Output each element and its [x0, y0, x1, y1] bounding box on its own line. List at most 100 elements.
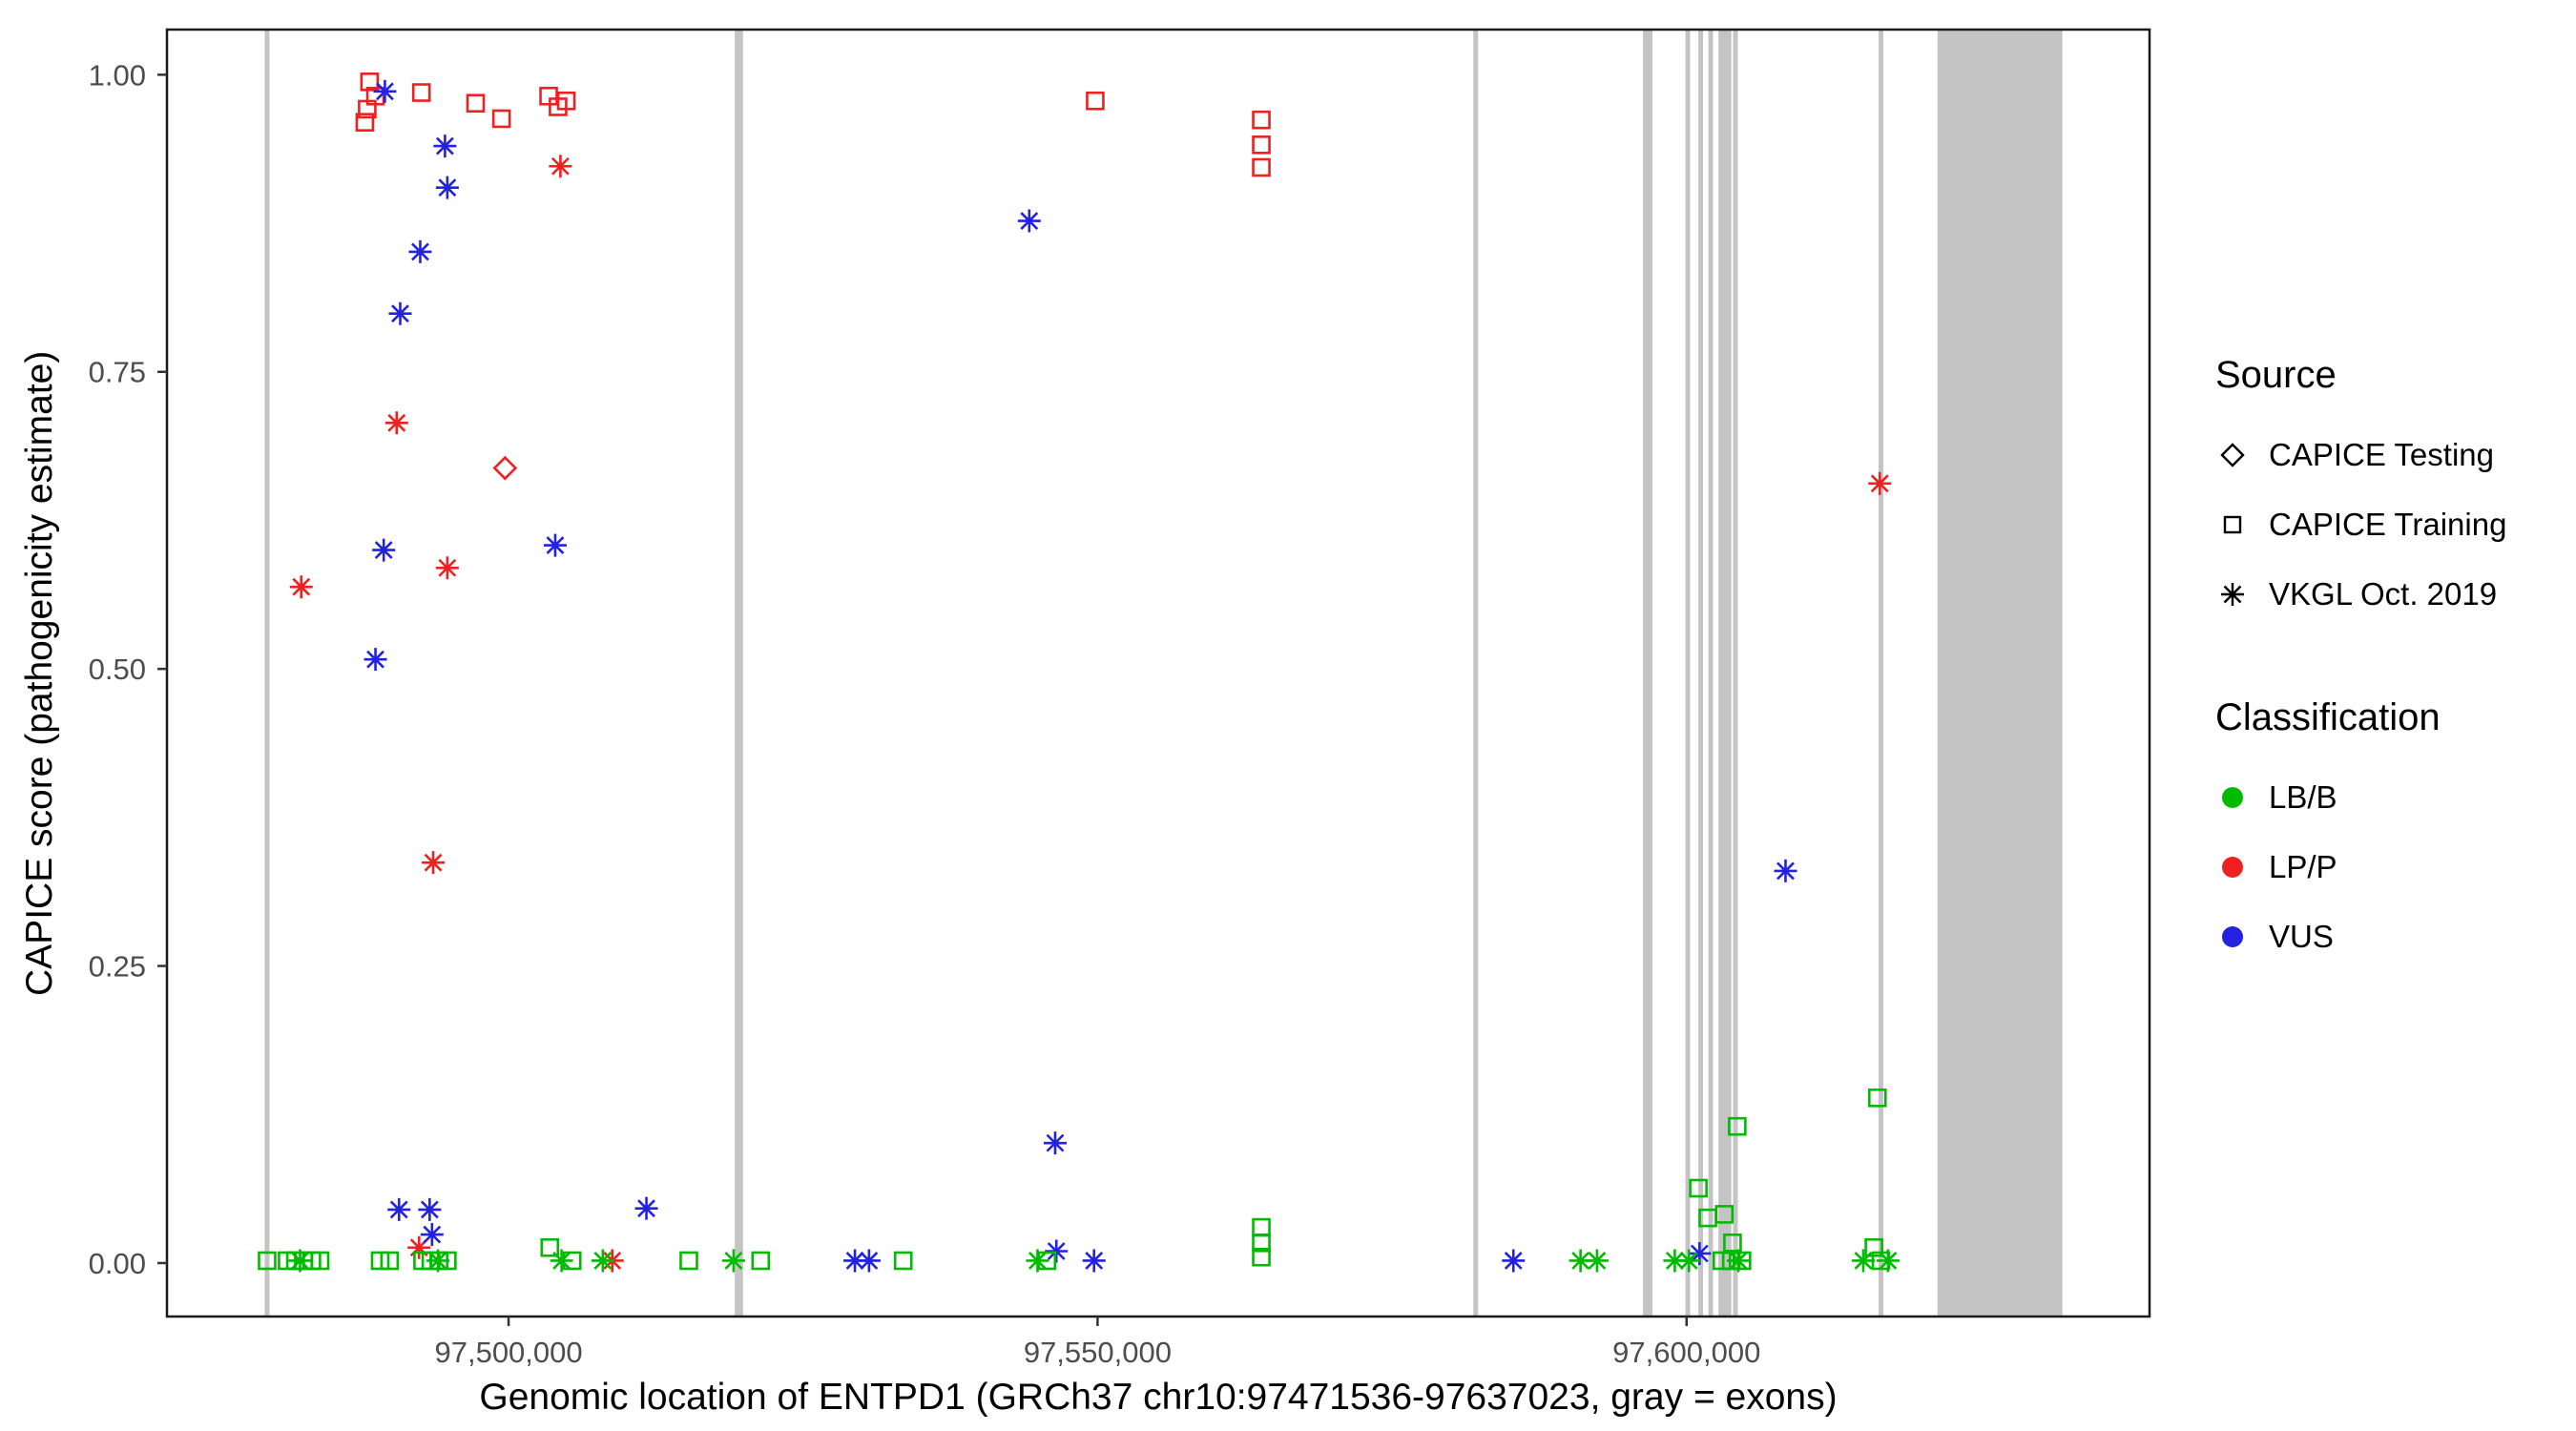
asterisk-icon [2221, 582, 2244, 606]
data-point-asterisk [435, 176, 459, 199]
exon-band [1879, 30, 1883, 1317]
data-point-asterisk [549, 155, 572, 178]
data-point-square [1252, 135, 1271, 155]
data-point-asterisk [1688, 1241, 1712, 1265]
data-point-asterisk [1017, 209, 1041, 233]
panel-border [165, 28, 2151, 1318]
data-point-square [1252, 1217, 1271, 1237]
diamond-icon [2220, 442, 2245, 467]
exon-band [1708, 30, 1714, 1317]
data-point-asterisk [407, 1235, 431, 1259]
data-point-square [556, 91, 576, 111]
data-point-square [380, 1251, 400, 1271]
data-point-asterisk [1026, 1249, 1049, 1273]
legend-label: CAPICE Training [2269, 506, 2507, 542]
exon-band [1473, 30, 1479, 1317]
y-tick-label: 0.50 [89, 653, 146, 686]
data-point-square [1689, 1178, 1708, 1198]
data-point-asterisk [387, 1197, 411, 1221]
data-point-asterisk [1876, 1249, 1900, 1273]
data-point-asterisk [1043, 1131, 1067, 1155]
data-point-asterisk [433, 135, 457, 158]
y-tick-label: 0.75 [89, 356, 146, 389]
data-point-square [893, 1251, 913, 1271]
data-point-square [540, 1237, 560, 1257]
square-icon [2223, 515, 2242, 533]
data-point-asterisk [721, 1249, 745, 1273]
data-point-square [1728, 1116, 1747, 1136]
y-tick-label: 1.00 [89, 58, 146, 92]
exon-band [735, 30, 743, 1317]
data-point-asterisk [1082, 1249, 1106, 1273]
data-point-diamond [492, 455, 518, 481]
data-point-asterisk [435, 556, 459, 580]
data-point-square [310, 1251, 330, 1271]
data-point-asterisk [420, 1223, 444, 1247]
legend-label: CAPICE Testing [2269, 436, 2494, 472]
x-tick-label: 97,500,000 [434, 1336, 582, 1369]
data-point-asterisk [418, 1197, 442, 1221]
data-point-square [751, 1251, 771, 1271]
data-point-asterisk [550, 1249, 573, 1273]
legend-label: LB/B [2269, 778, 2337, 815]
red-dot-icon [2222, 856, 2243, 878]
exon-band [264, 30, 270, 1317]
data-point-square [370, 1251, 390, 1271]
data-point-asterisk [1727, 1249, 1751, 1273]
legend-item-lbb: LB/B [2215, 762, 2506, 832]
legend-item-lpp: LP/P [2215, 832, 2506, 902]
data-point-asterisk [857, 1249, 881, 1273]
data-point-square [1252, 157, 1271, 177]
data-point-asterisk [591, 1249, 614, 1273]
data-point-square [355, 113, 375, 132]
data-point-square [1867, 1089, 1887, 1108]
data-point-asterisk [422, 851, 446, 875]
data-point-asterisk [1502, 1249, 1526, 1273]
data-point-asterisk [843, 1249, 867, 1273]
x-tick-label: 97,550,000 [1024, 1336, 1172, 1369]
legend-item-capice-testing: CAPICE Testing [2215, 420, 2506, 489]
data-point-asterisk [634, 1196, 658, 1220]
data-point-square [1086, 91, 1105, 111]
data-point-asterisk [388, 301, 412, 325]
data-point-square [1714, 1205, 1735, 1224]
data-point-square [258, 1251, 277, 1271]
data-point-square [539, 86, 558, 106]
y-tick-label: 0.00 [89, 1247, 146, 1280]
legend-item-vus: VUS [2215, 902, 2506, 971]
data-point-asterisk [1663, 1249, 1687, 1273]
data-point-asterisk [426, 1249, 449, 1273]
exon-band [1937, 30, 2063, 1317]
blue-dot-icon [2222, 925, 2243, 947]
y-tick-label: 0.25 [89, 950, 146, 984]
exon-band [1685, 30, 1691, 1317]
legend-item-capice-training: CAPICE Training [2215, 489, 2506, 559]
data-point-square [360, 73, 380, 92]
data-point-asterisk [364, 648, 387, 672]
x-tick-label: 97,600,000 [1612, 1336, 1760, 1369]
data-point-asterisk [372, 538, 396, 562]
data-point-asterisk [1568, 1249, 1592, 1273]
data-point-asterisk [1851, 1249, 1875, 1273]
data-point-asterisk [1774, 859, 1797, 882]
data-point-asterisk [543, 533, 567, 557]
legend-label: LP/P [2269, 848, 2337, 884]
data-point-asterisk [288, 1249, 312, 1273]
legend-label: VUS [2269, 918, 2334, 954]
y-axis-title: CAPICE score (pathogenicity estimate) [19, 350, 60, 996]
data-point-asterisk [1585, 1249, 1609, 1273]
legend: Source CAPICE Testing CAPICE Training VK… [2215, 353, 2506, 971]
data-point-asterisk [289, 575, 313, 599]
data-point-asterisk [373, 79, 397, 103]
legend-classification-section: Classification LB/B LP/P VUS [2215, 695, 2506, 971]
green-dot-icon [2222, 786, 2243, 808]
data-point-asterisk [408, 239, 432, 263]
data-point-square [491, 109, 511, 129]
legend-label: VKGL Oct. 2019 [2269, 575, 2498, 612]
data-point-square [1252, 110, 1271, 130]
legend-source-section: Source CAPICE Testing CAPICE Training VK… [2215, 353, 2506, 629]
data-point-square [1252, 1233, 1271, 1253]
data-point-square [1252, 1247, 1271, 1267]
